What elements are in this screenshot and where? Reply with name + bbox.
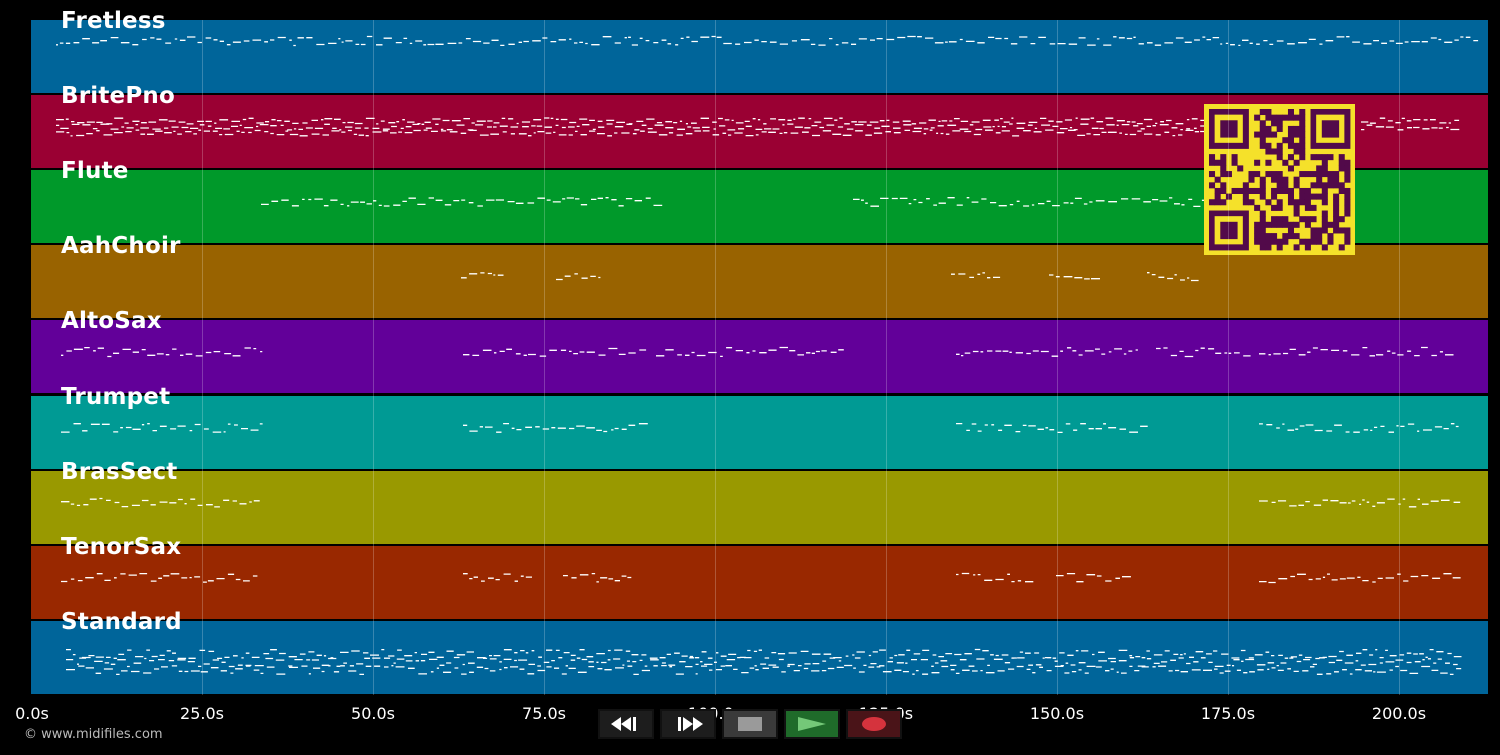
note-roll xyxy=(61,572,1461,583)
note-roll xyxy=(61,347,1454,358)
note-roll xyxy=(61,497,1461,508)
grid-line xyxy=(1399,20,1400,695)
track-name: TenorSax xyxy=(61,533,182,560)
track-name: AltoSax xyxy=(61,308,162,335)
grid-line xyxy=(202,20,203,695)
note-roll xyxy=(461,272,1199,282)
track-lane-trumpet[interactable]: Trumpet xyxy=(31,384,1488,469)
grid-line xyxy=(544,20,545,695)
time-tick-label: 150.0s xyxy=(1029,704,1085,723)
track-lane-brassect[interactable]: BrasSect xyxy=(31,459,1488,544)
note-roll xyxy=(261,197,1220,208)
track-name: AahChoir xyxy=(61,233,181,260)
time-tick-label: 50.0s xyxy=(351,704,395,723)
grid-line xyxy=(373,20,374,695)
copyright-text: © www.midifiles.com xyxy=(24,727,163,742)
time-tick-label: 0.0s xyxy=(15,704,49,723)
track-name: BritePno xyxy=(61,83,175,110)
time-tick-label: 200.0s xyxy=(1371,704,1427,723)
record-icon xyxy=(862,717,886,731)
track-name: Flute xyxy=(61,158,129,185)
fast-forward-button[interactable] xyxy=(660,709,716,739)
track-lane-standard[interactable]: Standard xyxy=(31,609,1488,694)
grid-line xyxy=(1228,20,1229,695)
track-lane-tenorsax[interactable]: TenorSax xyxy=(31,534,1488,619)
play-icon xyxy=(798,717,826,731)
time-tick-label: 25.0s xyxy=(180,704,224,723)
grid-line xyxy=(886,20,887,695)
note-roll xyxy=(61,422,1459,433)
time-tick-label: 75.0s xyxy=(522,704,566,723)
qr-code xyxy=(1204,104,1355,255)
rewind-button[interactable] xyxy=(598,709,654,739)
track-lane-aahchoir[interactable]: AahChoir xyxy=(31,233,1488,319)
track-lane-fretless[interactable]: Fretless xyxy=(31,8,1488,93)
track-name: Fretless xyxy=(61,8,166,34)
track-name: Trumpet xyxy=(61,383,171,410)
note-roll xyxy=(56,35,1479,47)
stop-button[interactable] xyxy=(722,709,778,739)
transport-controls xyxy=(598,709,902,739)
track-name: BrasSect xyxy=(61,458,178,485)
grid-line xyxy=(1057,20,1058,695)
record-button[interactable] xyxy=(846,709,902,739)
grid-line xyxy=(715,20,716,695)
fast-forward-icon xyxy=(678,717,703,731)
play-button[interactable] xyxy=(784,709,840,739)
note-roll xyxy=(56,117,1460,137)
track-lane-altosax[interactable]: AltoSax xyxy=(31,308,1488,394)
track-name: Standard xyxy=(61,608,182,635)
qr-code-icon xyxy=(1204,104,1355,255)
rewind-icon xyxy=(611,717,636,731)
time-tick-label: 175.0s xyxy=(1200,704,1256,723)
stop-icon xyxy=(738,717,762,731)
note-roll xyxy=(66,648,1462,675)
